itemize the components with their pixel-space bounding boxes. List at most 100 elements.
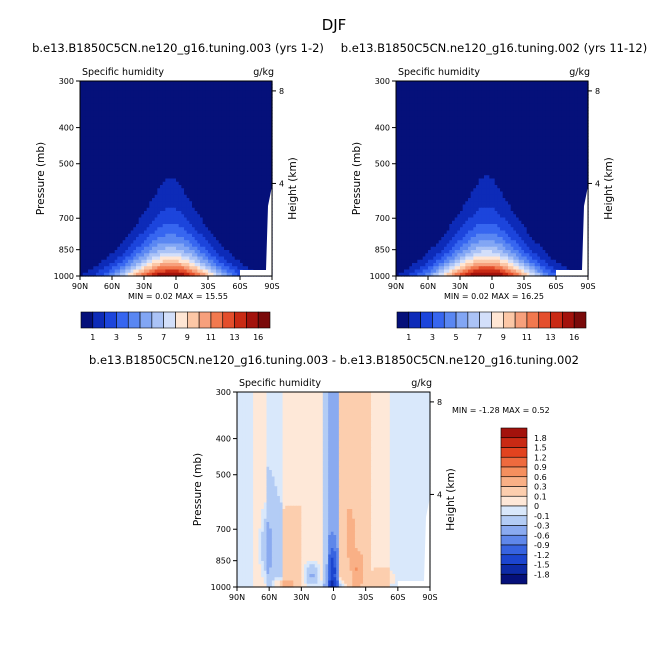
field-cell (197, 139, 201, 144)
field-cell (82, 113, 86, 118)
field-cell (224, 113, 228, 118)
field-cell (149, 139, 153, 144)
field-cell (93, 185, 97, 189)
field-cell (529, 84, 533, 89)
field-cell (253, 233, 257, 238)
field-cell (96, 201, 100, 206)
field-cell (141, 256, 145, 261)
field-cell (189, 100, 193, 105)
field-cell (157, 133, 161, 137)
field-cell (122, 152, 126, 157)
field-cell (256, 227, 260, 232)
field-cell (232, 266, 236, 271)
field-cell (234, 90, 238, 95)
field-cell (88, 90, 92, 95)
field-cell (85, 233, 89, 238)
field-cell (88, 269, 92, 274)
field-cell (213, 146, 217, 150)
field-cell (197, 97, 201, 102)
field-cell (194, 204, 198, 209)
field-cell (157, 94, 161, 98)
field-cell (497, 87, 501, 92)
field-cell (184, 217, 188, 222)
field-cell (106, 181, 110, 186)
field-cell (106, 90, 110, 95)
field-cell (133, 220, 137, 225)
field-cell (213, 227, 217, 232)
field-cell (149, 240, 153, 245)
field-cell (109, 175, 113, 180)
field-cell (120, 211, 124, 215)
field-cell (200, 94, 204, 98)
field-cell (117, 97, 121, 102)
field-cell (120, 253, 124, 258)
field-cell (218, 198, 222, 202)
field-cell (256, 207, 260, 212)
field-cell (253, 165, 257, 170)
field-cell (266, 84, 270, 89)
field-cell (96, 113, 100, 118)
field-cell (226, 198, 230, 202)
field-cell (138, 84, 142, 89)
field-cell (168, 84, 172, 89)
field-cell (417, 103, 421, 108)
field-cell (117, 207, 121, 212)
field-cell (136, 103, 140, 108)
field-cell (261, 110, 265, 115)
field-cell (221, 204, 225, 209)
field-cell (90, 250, 94, 254)
field-cell (112, 120, 116, 124)
field-cell (500, 90, 504, 95)
field-cell (256, 87, 260, 92)
field-cell (221, 194, 225, 199)
field-cell (216, 139, 220, 144)
field-cell (173, 237, 177, 241)
field-cell (574, 87, 578, 92)
field-cell (266, 152, 270, 157)
field-cell (82, 178, 86, 183)
field-cell (205, 217, 209, 222)
field-cell (101, 97, 105, 102)
field-cell (256, 168, 260, 173)
field-cell (138, 204, 142, 209)
field-cell (253, 87, 257, 92)
field-cell (130, 103, 134, 108)
field-cell (221, 155, 225, 160)
field-cell (114, 230, 118, 235)
field-cell (229, 214, 233, 219)
field-cell (580, 81, 584, 85)
field-cell (208, 168, 212, 173)
field-cell (133, 188, 137, 193)
field-cell (213, 178, 217, 183)
field-cell (213, 217, 217, 222)
field-cell (194, 272, 198, 277)
field-cell (181, 227, 185, 232)
field-cell (106, 159, 110, 163)
field-cell (85, 97, 89, 102)
field-cell (564, 94, 568, 98)
field-cell (264, 243, 268, 248)
field-cell (213, 172, 217, 176)
panel-title: b.e13.B1850C5CN.ne120_g16.tuning.003 (yr… (32, 41, 324, 55)
field-cell (258, 256, 262, 261)
field-cell (197, 191, 201, 196)
field-cell (181, 155, 185, 160)
field-cell (470, 107, 474, 111)
field-cell (112, 201, 116, 206)
field-cell (569, 84, 573, 89)
field-cell (144, 185, 148, 189)
field-cell (88, 191, 92, 196)
field-cell (266, 139, 270, 144)
field-cell (473, 81, 477, 85)
field-cell (534, 87, 538, 92)
field-cell (96, 181, 100, 186)
field-cell (122, 266, 126, 271)
field-cell (98, 240, 102, 245)
field-cell (224, 139, 228, 144)
field-cell (117, 120, 121, 124)
field-cell (521, 94, 525, 98)
field-cell (524, 84, 528, 89)
field-cell (481, 81, 485, 85)
field-cell (101, 204, 105, 209)
field-cell (497, 90, 501, 95)
